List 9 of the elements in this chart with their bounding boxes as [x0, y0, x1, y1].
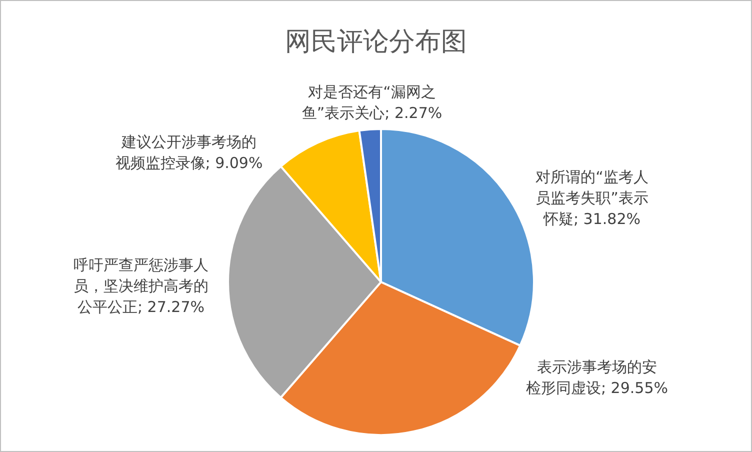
pie-slice	[280, 130, 382, 283]
chart-title: 网民评论分布图	[285, 27, 467, 57]
slice-label: 表示涉事考场的安检形同虚设; 29.55%	[526, 358, 668, 397]
pie-slice	[280, 281, 522, 436]
slice-label: 呼吁严查严惩涉事人员，坚决维护高考的公平公正; 27.27%	[74, 256, 208, 316]
slice-label: 对所谓的“监考人员监考失职”表示怀疑; 31.82%	[536, 168, 648, 228]
slice-label: 建议公开涉事考场的视频监控录像; 9.09%	[115, 132, 263, 172]
pie-slice	[380, 128, 535, 347]
slice-label: 对是否还有“漏网之鱼”表示关心; 2.27%	[302, 82, 442, 122]
